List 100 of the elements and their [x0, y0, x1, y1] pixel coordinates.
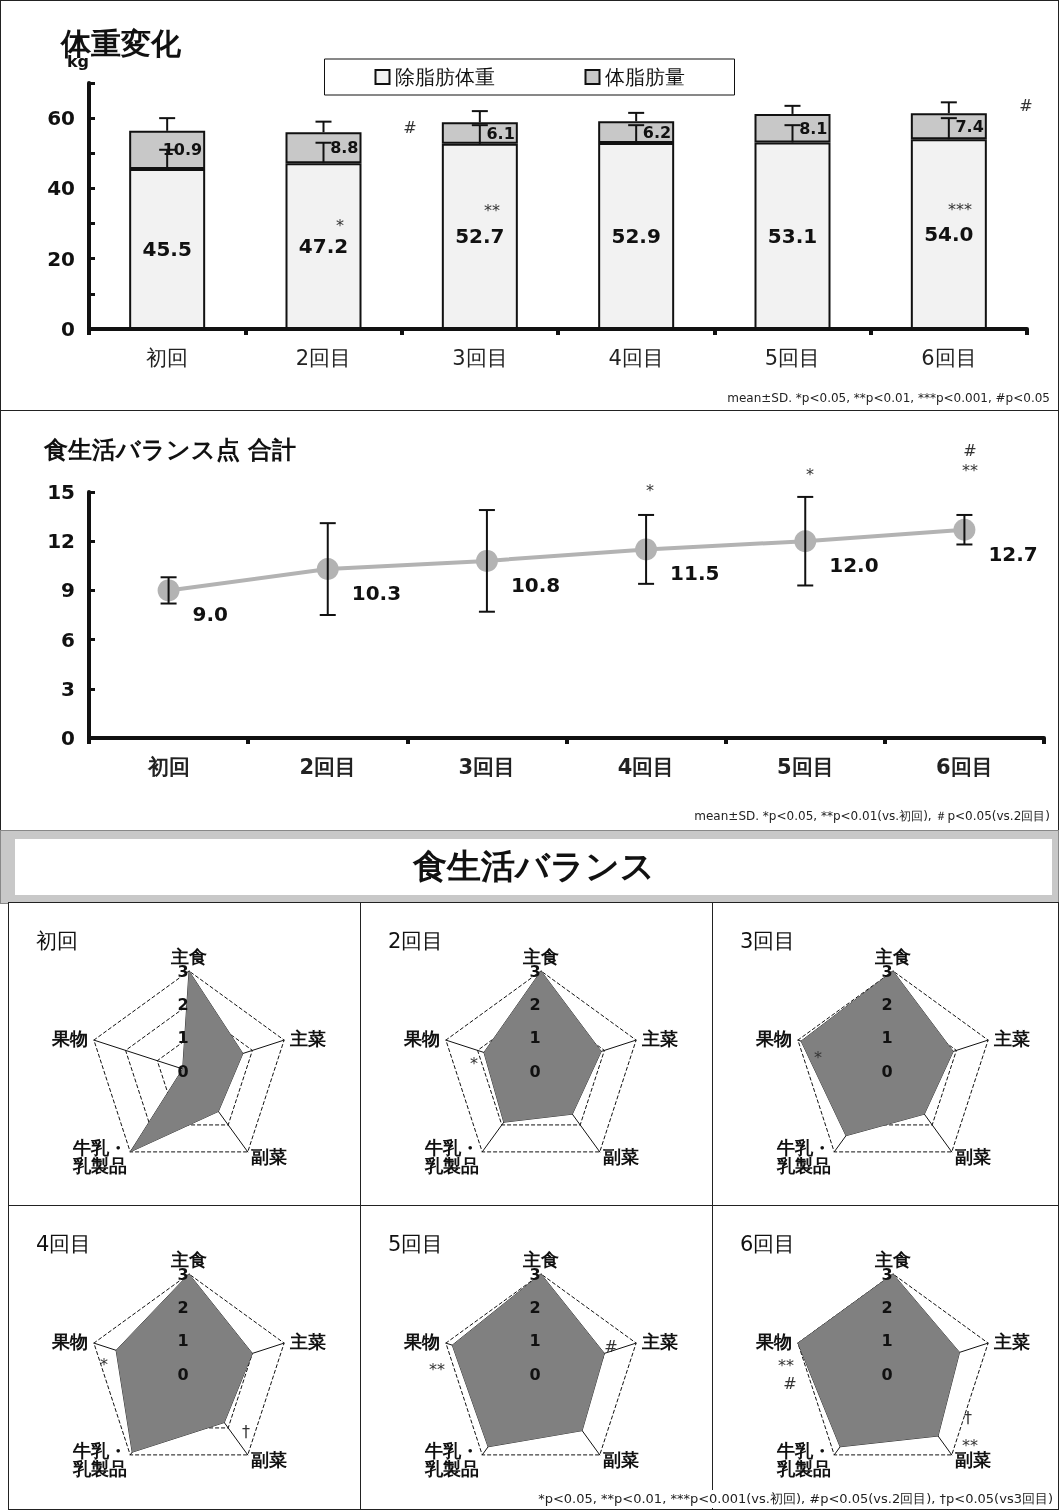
spoke-label: 果物: [51, 1027, 89, 1049]
spoke-label: 副菜: [603, 1449, 640, 1471]
data-label: 12.0: [829, 553, 879, 578]
spoke-label: 果物: [755, 1330, 793, 1352]
spoke-label: 果物: [403, 1027, 441, 1049]
text: *: [814, 1048, 822, 1067]
spoke-label: 牛乳・乳製品: [775, 1440, 831, 1480]
chart-title: 2回目: [388, 928, 444, 953]
spoke-label: 牛乳・乳製品: [423, 1137, 479, 1177]
x-tick-label: 5回目: [764, 345, 821, 370]
x-tick-label: 初回: [146, 345, 189, 370]
data-label: 11.5: [670, 561, 720, 586]
text: **: [778, 1356, 794, 1375]
x-tick-label: 5回目: [776, 754, 834, 779]
text: 食生活バランス: [15, 839, 1052, 895]
text: *: [470, 1054, 478, 1073]
chart-title: 6回目: [740, 1231, 796, 1256]
y-tick-label: 40: [47, 176, 75, 201]
annotation: *: [336, 216, 344, 235]
data-label: 7.4: [955, 116, 984, 136]
text: †: [964, 1408, 972, 1427]
y-tick-label: 12: [47, 529, 75, 554]
text: *: [806, 465, 814, 484]
spoke-label: 主菜: [640, 1330, 678, 1352]
y-tick-label: 1: [529, 1028, 541, 1048]
text: #: [604, 1337, 618, 1356]
chart-title: 食生活バランス点 合計: [43, 436, 297, 464]
data-label: 10.3: [351, 581, 402, 606]
y-tick-label: 2: [529, 1297, 541, 1317]
spoke-label: 主菜: [640, 1027, 678, 1049]
data-label: 52.9: [611, 224, 661, 249]
spoke-label: 牛乳・乳製品: [71, 1440, 127, 1480]
y-tick-label: 2: [881, 1297, 893, 1317]
x-tick-label: 6回目: [921, 345, 977, 370]
x-tick-label: 3回目: [458, 754, 516, 779]
data-label: 47.2: [298, 234, 349, 259]
y-tick-label: 0: [529, 1061, 541, 1081]
y-tick-label: 0: [529, 1364, 541, 1384]
data-label: 53.1: [767, 223, 818, 248]
y-tick-label: 1: [177, 1331, 189, 1351]
legend-label: 体脂肪量: [604, 65, 685, 89]
text: *p<0.05, **p<0.01, ***p<0.001(vs.初回), #p<0.05(vs.2回目), †p<0.05(vs3回目): [536, 1490, 1055, 1508]
annotation: *: [646, 481, 654, 500]
y-tick-label: 0: [61, 726, 75, 750]
y-tick-label: 0: [177, 1364, 189, 1384]
spoke-label: 副菜: [955, 1146, 992, 1168]
spoke-label: 副菜: [603, 1146, 640, 1168]
chart-title: 5回目: [388, 1231, 444, 1256]
chart-title: 初回: [36, 928, 78, 953]
spoke-label: 牛乳・乳製品: [423, 1440, 479, 1480]
y-tick-label: 15: [47, 480, 75, 504]
y-tick-label: 2: [529, 994, 541, 1014]
text: *: [100, 1355, 108, 1374]
spoke-label: 主菜: [288, 1027, 326, 1049]
spoke-label: 牛乳・乳製品: [775, 1137, 831, 1177]
data-label: 45.5: [142, 237, 192, 262]
x-tick-label: 4回目: [608, 345, 664, 370]
data-label: 12.7: [988, 541, 1038, 566]
annotation: #: [1019, 96, 1033, 115]
y-tick-label: 0: [177, 1061, 189, 1081]
data-label: 52.7: [455, 224, 505, 249]
text: **: [962, 461, 978, 480]
data-label: 8.1: [799, 118, 828, 138]
text: **: [429, 1360, 445, 1379]
spoke-label: 果物: [403, 1330, 441, 1352]
annotation: ***: [948, 200, 972, 219]
chart-title: 3回目: [740, 928, 796, 953]
data-label: 8.8: [330, 138, 359, 158]
y-tick-label: 1: [529, 1331, 541, 1351]
y-tick-label: 3: [61, 676, 75, 701]
y-tick-label: 2: [177, 1297, 189, 1317]
y-tick-label: 0: [61, 317, 75, 341]
spoke-label: 果物: [51, 1330, 89, 1352]
x-tick-label: 3回目: [452, 345, 508, 370]
y-tick-label: 1: [881, 1331, 893, 1351]
annotation: **: [484, 201, 500, 220]
y-tick-label: 0: [881, 1364, 893, 1384]
spoke-label: 果物: [755, 1027, 793, 1049]
y-tick-label: 9: [61, 578, 75, 603]
annotation: #: [403, 118, 417, 137]
y-tick-label: 1: [881, 1028, 893, 1048]
x-tick-label: 4回目: [617, 754, 675, 779]
legend-label: 除脂肪体重: [394, 65, 495, 89]
x-tick-label: 6回目: [936, 754, 993, 779]
data-label: 6.1: [486, 123, 515, 143]
spoke-label: 主菜: [992, 1330, 1030, 1352]
data-label: 9.0: [192, 602, 229, 627]
x-tick-label: 初回: [146, 754, 190, 779]
text: mean±SD. *p<0.05, **p<0.01(vs.初回), ＃p<0.05(vs.2回目): [692, 808, 1052, 825]
data-label: 54.0: [924, 222, 974, 247]
data-label: 6.2: [642, 122, 672, 142]
x-tick-label: 2回目: [299, 754, 357, 779]
chart-title: 4回目: [36, 1231, 92, 1256]
y-tick-label: 6: [61, 627, 75, 652]
spoke-label: 主菜: [992, 1027, 1030, 1049]
y-tick-label: 60: [47, 106, 75, 131]
y-tick-label: 1: [177, 1028, 189, 1048]
y-tick-label: 2: [881, 994, 893, 1014]
text: mean±SD. *p<0.05, **p<0.01, ***p<0.001, #p<0.05: [725, 391, 1052, 405]
y-tick-label: 2: [177, 994, 189, 1014]
